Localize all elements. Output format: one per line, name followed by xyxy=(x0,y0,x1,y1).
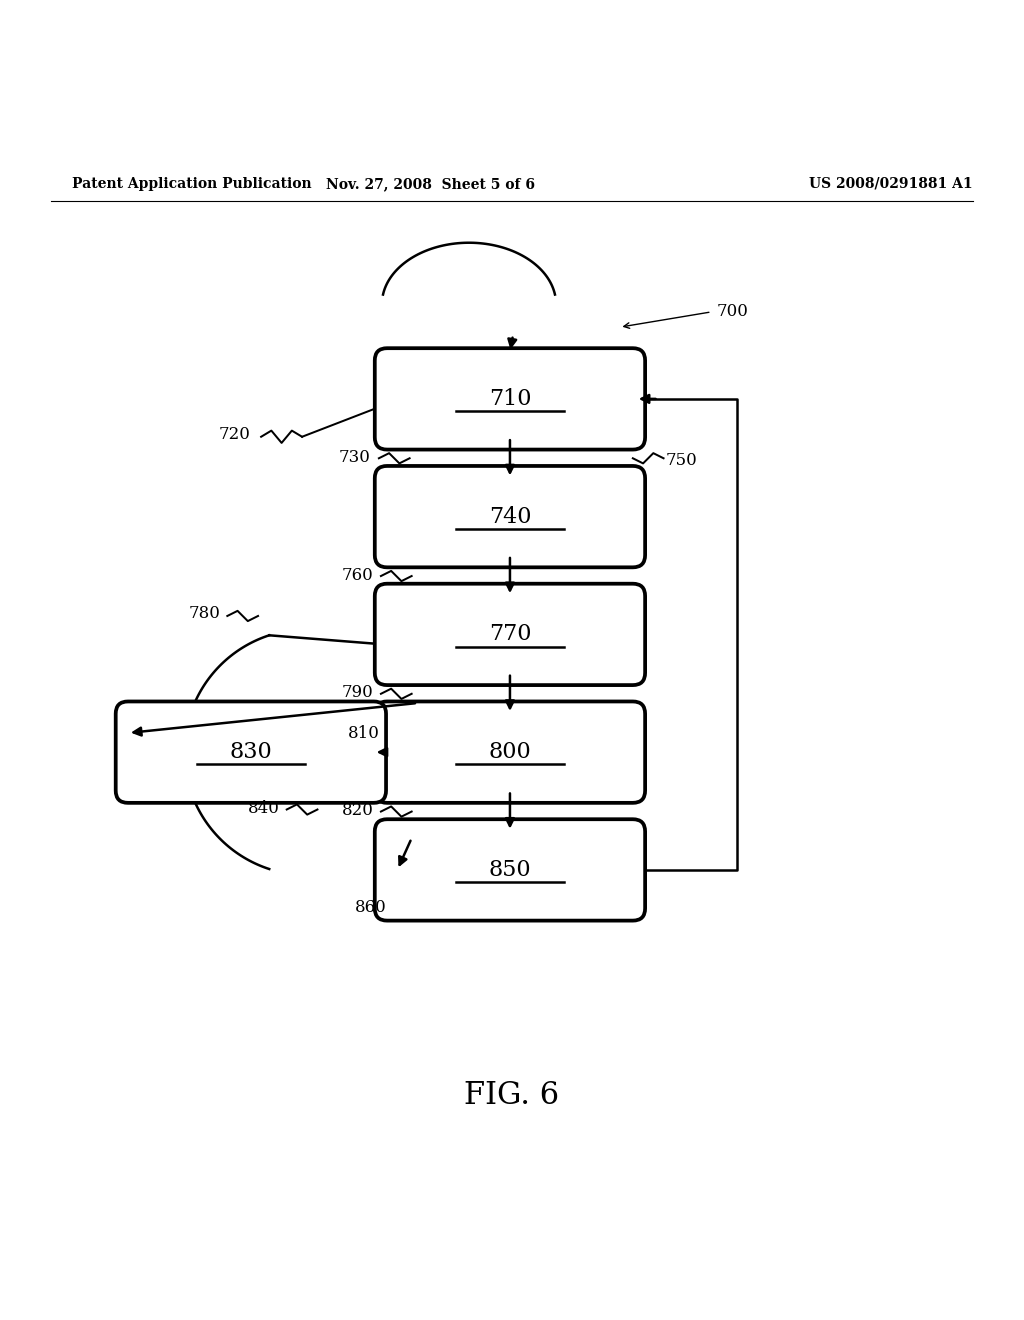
Text: Patent Application Publication: Patent Application Publication xyxy=(72,177,311,191)
Text: 710: 710 xyxy=(488,388,531,411)
Text: 790: 790 xyxy=(342,684,374,701)
Text: FIG. 6: FIG. 6 xyxy=(465,1080,559,1110)
Text: 700: 700 xyxy=(717,304,749,321)
Text: 800: 800 xyxy=(488,741,531,763)
Text: Nov. 27, 2008  Sheet 5 of 6: Nov. 27, 2008 Sheet 5 of 6 xyxy=(326,177,535,191)
Text: 720: 720 xyxy=(219,426,251,444)
FancyBboxPatch shape xyxy=(375,701,645,803)
Text: 810: 810 xyxy=(348,725,380,742)
Text: 830: 830 xyxy=(229,741,272,763)
Text: 740: 740 xyxy=(488,506,531,528)
Text: 750: 750 xyxy=(666,451,697,469)
FancyBboxPatch shape xyxy=(116,701,386,803)
Text: 820: 820 xyxy=(342,803,374,818)
Text: 770: 770 xyxy=(488,623,531,645)
FancyBboxPatch shape xyxy=(375,820,645,920)
FancyBboxPatch shape xyxy=(375,466,645,568)
FancyBboxPatch shape xyxy=(375,583,645,685)
Text: 840: 840 xyxy=(248,800,280,817)
Text: 850: 850 xyxy=(488,859,531,880)
Text: US 2008/0291881 A1: US 2008/0291881 A1 xyxy=(809,177,973,191)
Text: 730: 730 xyxy=(339,449,371,466)
Text: 780: 780 xyxy=(188,606,220,623)
FancyBboxPatch shape xyxy=(375,348,645,450)
Text: 860: 860 xyxy=(355,899,387,916)
Text: 760: 760 xyxy=(342,566,374,583)
